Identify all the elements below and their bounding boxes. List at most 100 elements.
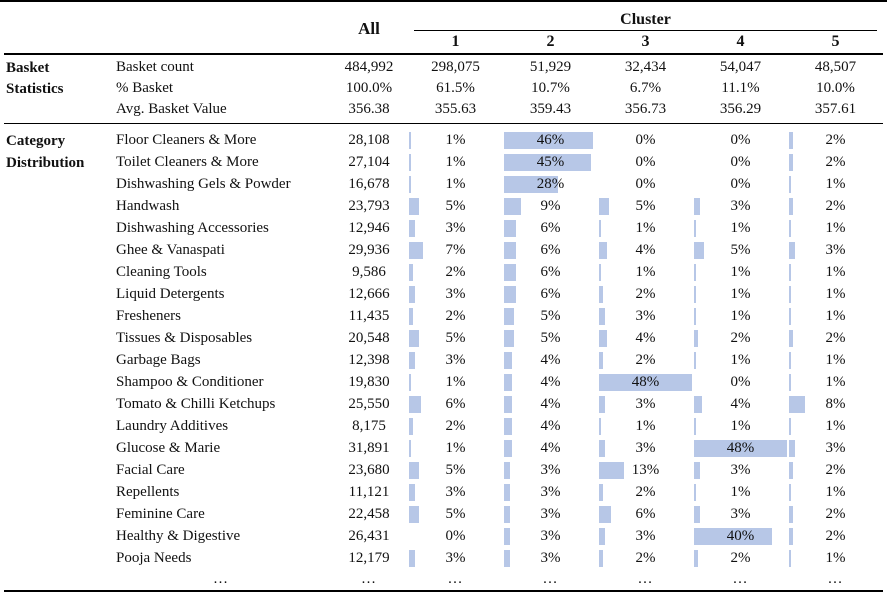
category-cluster-pct: 2% — [825, 528, 846, 544]
stat-cluster-value: 48,507 — [814, 59, 857, 75]
category-cluster-cell: 3% — [408, 547, 503, 569]
data-bar — [599, 549, 603, 567]
category-basket-count: 23,680 — [348, 461, 390, 478]
data-bar — [789, 197, 793, 215]
category-cluster-cell: 2% — [408, 415, 503, 437]
category-cluster-pct: 2% — [730, 330, 751, 346]
category-cluster-pct: 6% — [540, 220, 561, 236]
category-cluster-pct: 2% — [825, 462, 846, 478]
category-cluster-cell: 2% — [598, 481, 693, 503]
data-bar — [789, 549, 791, 567]
data-bar — [599, 351, 603, 369]
data-bar — [694, 219, 696, 237]
category-row: Ghee & Vanaspati 29,936 7% 6% 4% 5% 3% — [4, 239, 883, 261]
category-cluster-pct: 3% — [540, 462, 561, 478]
data-bar — [599, 285, 603, 303]
category-cluster-pct: 2% — [635, 484, 656, 500]
stat-all-value: 356.38 — [348, 101, 390, 117]
category-cluster-pct: 0% — [445, 528, 466, 544]
data-bar — [504, 263, 516, 281]
data-bar — [599, 263, 601, 281]
data-bar — [504, 373, 512, 391]
category-cluster-pct: 3% — [540, 484, 561, 500]
category-cluster-cell: 1% — [693, 481, 788, 503]
category-name: Fresheners — [116, 307, 181, 324]
category-basket-count: 22,458 — [348, 505, 390, 522]
category-cluster-cell: 3% — [503, 525, 598, 547]
category-cluster-pct: 3% — [635, 528, 656, 544]
data-bar — [694, 263, 696, 281]
data-bar — [504, 219, 516, 237]
category-cluster-pct: 3% — [730, 462, 751, 478]
category-cluster-cell: 1% — [788, 415, 883, 437]
category-row: Facial Care 23,680 5% 3% 13% 3% 2% — [4, 459, 883, 481]
category-cluster-cell: 3% — [693, 503, 788, 525]
data-bar — [599, 241, 607, 259]
category-cluster-cell: 1% — [408, 151, 503, 173]
category-cluster-cell: 4% — [503, 437, 598, 459]
category-name: Garbage Bags — [116, 351, 201, 368]
category-cluster-pct: 3% — [445, 550, 466, 566]
category-cluster-pct: 3% — [730, 198, 751, 214]
category-cluster-pct: 1% — [730, 484, 751, 500]
data-bar — [409, 329, 419, 347]
category-cluster-cell: 0% — [693, 129, 788, 151]
category-cluster-cell: 1% — [788, 547, 883, 569]
category-cluster-cell: 3% — [503, 459, 598, 481]
data-bar — [504, 439, 512, 457]
category-cluster-cell: 7% — [408, 239, 503, 261]
category-cluster-pct: 2% — [635, 550, 656, 566]
data-bar — [789, 153, 793, 171]
data-bar — [789, 241, 795, 259]
category-cluster-cell: 1% — [598, 217, 693, 239]
category-name: Shampoo & Conditioner — [116, 373, 264, 390]
data-bar — [694, 197, 700, 215]
category-cluster-cell: 0% — [693, 151, 788, 173]
category-cluster-cell: 1% — [598, 261, 693, 283]
cluster-id-header: 1 — [451, 33, 460, 50]
data-bar — [599, 219, 601, 237]
category-cluster-pct: 3% — [445, 352, 466, 368]
category-basket-count: 28,108 — [348, 131, 390, 148]
data-bar — [409, 241, 423, 259]
category-cluster-cell: 3% — [788, 239, 883, 261]
category-cluster-cell: 46% — [503, 129, 598, 151]
stat-label: Avg. Basket Value — [116, 101, 227, 117]
category-cluster-pct: 3% — [635, 440, 656, 456]
data-bar — [504, 241, 516, 259]
data-bar — [504, 329, 514, 347]
category-cluster-cell: 1% — [693, 305, 788, 327]
stat-cluster-value: 61.5% — [436, 80, 475, 96]
category-cluster-cell: 3% — [693, 195, 788, 217]
data-bar — [504, 461, 510, 479]
category-cluster-pct: 5% — [635, 198, 656, 214]
category-basket-count: 26,431 — [348, 527, 390, 544]
category-name: Pooja Needs — [116, 549, 192, 566]
category-cluster-pct: 40% — [726, 528, 755, 544]
stat-cluster-value: 357.61 — [814, 101, 857, 117]
category-cluster-cell: 5% — [503, 327, 598, 349]
category-basket-count: 9,586 — [352, 263, 386, 280]
category-cluster-cell: 40% — [693, 525, 788, 547]
data-bar — [599, 307, 605, 325]
data-bar — [789, 285, 791, 303]
category-basket-count: 29,936 — [348, 241, 390, 258]
category-name: Glucose & Marie — [116, 439, 221, 456]
category-cluster-cell: 3% — [408, 481, 503, 503]
data-bar — [789, 175, 791, 193]
category-cluster-cell: 0% — [598, 173, 693, 195]
category-cluster-cell: 6% — [503, 239, 598, 261]
category-cluster-pct: 1% — [445, 440, 466, 456]
category-cluster-pct: 3% — [445, 220, 466, 236]
category-name: Facial Care — [116, 461, 185, 478]
data-bar — [599, 329, 607, 347]
data-bar — [789, 483, 791, 501]
category-cluster-pct: 5% — [445, 330, 466, 346]
category-cluster-cell: 4% — [503, 371, 598, 393]
category-cluster-cell: 3% — [598, 437, 693, 459]
category-cluster-pct: 1% — [825, 220, 846, 236]
category-cluster-pct: 28% — [536, 176, 565, 192]
category-cluster-cell: 48% — [598, 371, 693, 393]
category-cluster-cell: 6% — [598, 503, 693, 525]
category-distribution-label: Category Distribution — [6, 133, 85, 171]
